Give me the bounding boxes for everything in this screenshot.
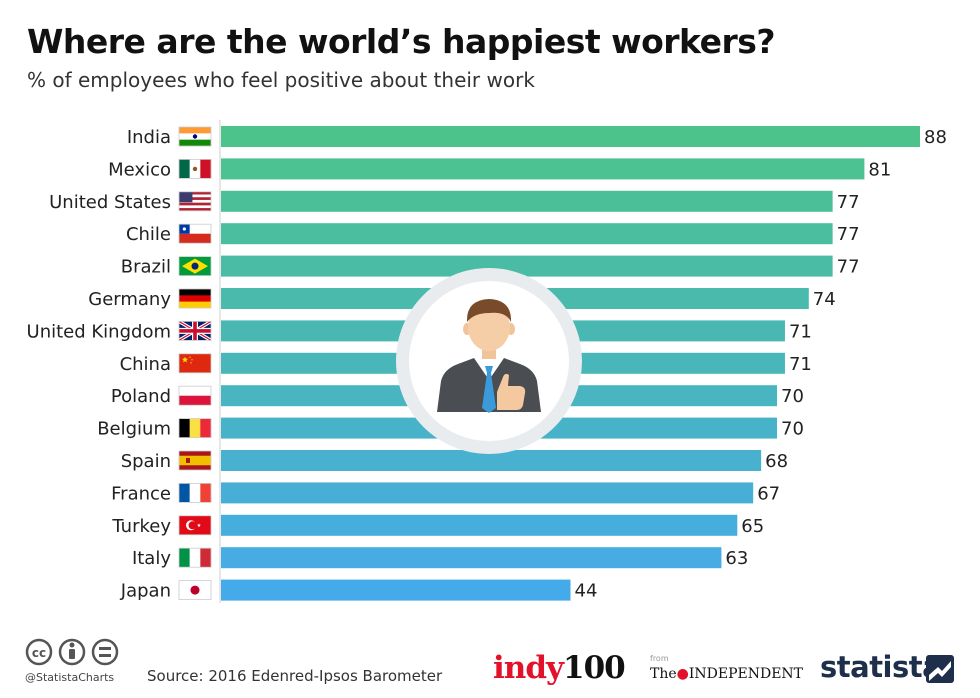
category-label: United States bbox=[49, 192, 171, 213]
by-icon bbox=[58, 638, 86, 666]
flag-chile-icon bbox=[178, 223, 212, 244]
flag-turkey-icon bbox=[178, 515, 212, 536]
bar-mexico bbox=[221, 158, 865, 180]
category-label: Spain bbox=[121, 451, 171, 472]
source-note: Source: 2016 Edenred-Ipsos Barometer bbox=[147, 667, 443, 685]
independent-logo: The●INDEPENDENT bbox=[650, 666, 804, 682]
cc-icon: cc bbox=[25, 638, 53, 666]
flag-italy-icon bbox=[178, 547, 212, 568]
bar-chart: 88 India 81 Mexico 77 United States 77 Chile 77 B… bbox=[27, 120, 947, 603]
bar-brazil bbox=[221, 255, 833, 277]
flag-spain-icon bbox=[178, 450, 212, 471]
category-label: United Kingdom bbox=[27, 321, 171, 342]
category-label: China bbox=[120, 354, 171, 375]
category-label: Belgium bbox=[97, 419, 171, 440]
category-label: Chile bbox=[126, 224, 171, 245]
flag-japan-icon bbox=[178, 580, 212, 600]
category-label: France bbox=[111, 483, 171, 504]
value-label: 71 bbox=[789, 321, 812, 342]
category-label: Japan bbox=[120, 581, 171, 602]
bar-turkey bbox=[221, 514, 738, 536]
footer: cc @StatistaCharts Source: 2016 Edenred-… bbox=[0, 630, 980, 698]
value-label: 63 bbox=[725, 548, 748, 569]
flag-mexico-icon bbox=[178, 158, 212, 179]
bar-spain bbox=[221, 450, 762, 471]
license-icons: cc bbox=[25, 638, 119, 666]
value-label: 65 bbox=[741, 516, 764, 537]
flag-brazil-icon bbox=[178, 256, 212, 277]
category-label: Brazil bbox=[121, 257, 171, 278]
from-label: from bbox=[650, 654, 669, 663]
value-label: 67 bbox=[757, 483, 780, 504]
flag-united-kingdom-icon bbox=[178, 319, 212, 342]
chart-title: Where are the world’s happiest workers? bbox=[27, 22, 776, 61]
category-label: Germany bbox=[88, 289, 171, 310]
value-label: 77 bbox=[837, 224, 860, 245]
flag-germany-icon bbox=[178, 288, 212, 309]
value-label: 81 bbox=[868, 159, 891, 180]
bar-chile bbox=[221, 223, 833, 245]
value-label: 74 bbox=[813, 289, 836, 310]
statista-mark-icon bbox=[926, 655, 954, 683]
value-label: 68 bbox=[765, 451, 788, 472]
category-label: Mexico bbox=[108, 159, 171, 180]
flag-belgium-icon bbox=[178, 418, 212, 439]
category-label: Italy bbox=[132, 548, 171, 569]
flag-china-icon bbox=[178, 353, 212, 374]
bar-italy bbox=[221, 547, 722, 569]
value-label: 44 bbox=[575, 581, 598, 602]
value-label: 71 bbox=[789, 354, 812, 375]
bar-japan bbox=[221, 579, 571, 601]
statista-logo: statista bbox=[820, 650, 942, 684]
category-label: Turkey bbox=[111, 516, 171, 537]
category-label: Poland bbox=[111, 386, 171, 407]
value-label: 77 bbox=[837, 192, 860, 213]
flag-united-states-icon bbox=[178, 191, 212, 212]
chart-subtitle: % of employees who feel positive about t… bbox=[27, 68, 535, 92]
value-label: 70 bbox=[781, 419, 804, 440]
flag-france-icon bbox=[178, 482, 212, 503]
value-label: 70 bbox=[781, 386, 804, 407]
category-label: India bbox=[127, 127, 171, 148]
worker-thumbs-up-icon bbox=[396, 268, 582, 454]
statista-handle: @StatistaCharts bbox=[25, 671, 115, 684]
svg-text:cc: cc bbox=[32, 646, 46, 660]
indy100-logo: indy100 bbox=[493, 650, 626, 686]
value-label: 88 bbox=[924, 127, 947, 148]
bar-france bbox=[221, 482, 754, 504]
bar-united-states bbox=[221, 190, 833, 212]
flag-poland-icon bbox=[178, 385, 212, 406]
value-label: 77 bbox=[837, 257, 860, 278]
bar-india bbox=[221, 126, 920, 147]
nd-icon bbox=[91, 638, 119, 666]
flag-india-icon bbox=[178, 126, 212, 147]
